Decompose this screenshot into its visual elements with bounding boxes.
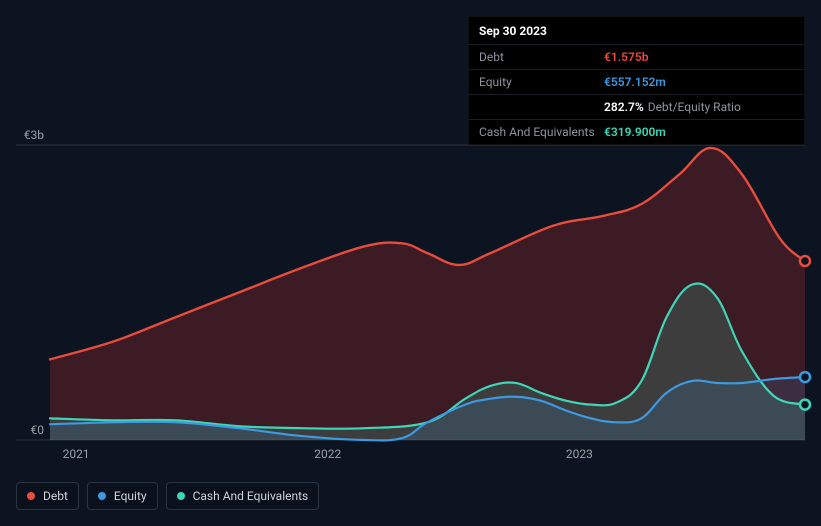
legend-item-cash[interactable]: Cash And Equivalents	[166, 482, 320, 510]
legend-label: Debt	[43, 489, 68, 503]
tooltip-row-cash: Cash And Equivalents €319.900m	[469, 119, 804, 144]
legend: Debt Equity Cash And Equivalents	[16, 482, 319, 510]
tooltip-label: Cash And Equivalents	[479, 125, 604, 139]
svg-text:€0: €0	[31, 423, 45, 437]
legend-dot	[27, 492, 35, 500]
tooltip-value-equity: €557.152m	[604, 75, 666, 89]
svg-text:€3b: €3b	[24, 128, 44, 142]
data-tooltip: Sep 30 2023 Debt €1.575b Equity €557.152…	[468, 16, 805, 145]
tooltip-value-cash: €319.900m	[604, 125, 666, 139]
page: Sep 30 2023 Debt €1.575b Equity €557.152…	[0, 0, 821, 526]
tooltip-row-debt: Debt €1.575b	[469, 44, 804, 69]
legend-dot	[98, 492, 106, 500]
legend-label: Equity	[114, 489, 147, 503]
svg-text:2022: 2022	[314, 447, 341, 461]
tooltip-value-ratio: 282.7%	[604, 100, 644, 114]
tooltip-row-equity: Equity €557.152m	[469, 69, 804, 94]
legend-dot	[177, 492, 185, 500]
tooltip-ratio-suffix: Debt/Equity Ratio	[648, 100, 741, 114]
legend-item-debt[interactable]: Debt	[16, 482, 79, 510]
tooltip-label: Debt	[479, 50, 604, 64]
legend-label: Cash And Equivalents	[193, 489, 309, 503]
tooltip-date: Sep 30 2023	[469, 17, 804, 44]
tooltip-label: Equity	[479, 75, 604, 89]
tooltip-value-debt: €1.575b	[604, 50, 648, 64]
svg-text:2021: 2021	[63, 447, 90, 461]
tooltip-row-ratio: 282.7% Debt/Equity Ratio	[469, 94, 804, 119]
svg-text:2023: 2023	[566, 447, 593, 461]
legend-item-equity[interactable]: Equity	[87, 482, 158, 510]
